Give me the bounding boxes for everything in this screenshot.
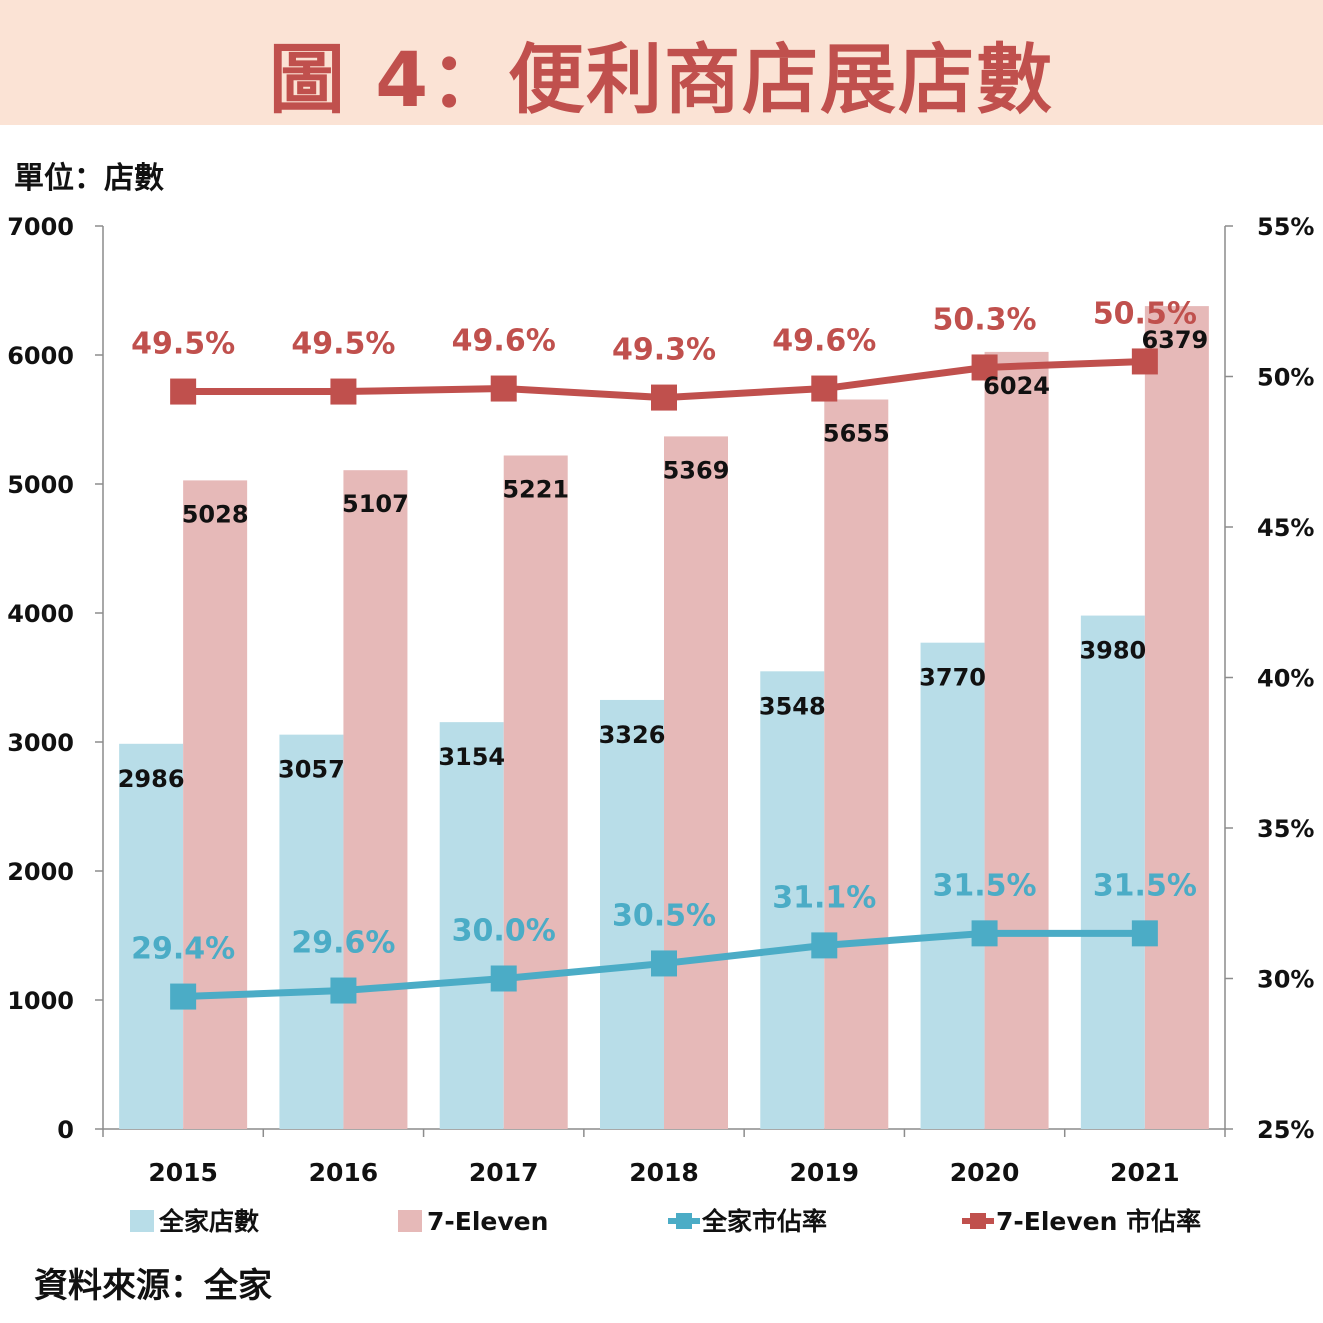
x-tick-label: 2021	[1110, 1158, 1180, 1187]
line-data-label: 50.5%	[1093, 296, 1197, 331]
line-marker	[170, 378, 197, 405]
bar	[183, 480, 248, 1129]
right-tick-label: 30%	[1257, 966, 1314, 994]
right-tick-label: 50%	[1257, 364, 1314, 392]
line-marker	[330, 977, 357, 1004]
line-data-label: 31.1%	[772, 880, 876, 915]
line-data-label: 30.5%	[612, 898, 716, 933]
bar	[664, 436, 728, 1129]
line-marker	[170, 983, 197, 1010]
line-data-label: 50.3%	[933, 302, 1037, 337]
line-marker	[971, 354, 998, 381]
line-data-label: 49.6%	[772, 324, 876, 359]
bar	[984, 351, 1049, 1129]
bar-data-label: 3980	[1079, 637, 1146, 665]
right-tick-label: 35%	[1257, 815, 1314, 843]
x-tick-label: 2018	[629, 1158, 699, 1187]
bar	[920, 642, 985, 1129]
bar-data-label: 6379	[1141, 326, 1208, 354]
data-labels: 2986 3057 3154 3326 3548 3770 3980 5028 5107 5221…	[118, 296, 1209, 966]
bar	[279, 734, 344, 1129]
bar-data-label: 3548	[759, 692, 826, 720]
x-tick-label: 2020	[950, 1158, 1020, 1187]
left-tick-label: 7000	[7, 213, 74, 241]
right-tick-label: 45%	[1257, 514, 1314, 542]
line-data-label: 31.5%	[1093, 868, 1197, 903]
left-tick-label: 4000	[7, 600, 74, 628]
line-marker	[651, 384, 677, 411]
right-tick-label: 40%	[1257, 665, 1314, 693]
line-marker	[1131, 348, 1158, 375]
x-tick-label: 2019	[789, 1158, 859, 1187]
bar-data-label: 3154	[438, 743, 505, 771]
bar	[1080, 615, 1145, 1129]
bar	[1144, 306, 1209, 1129]
x-tick-label: 2017	[469, 1158, 539, 1187]
legend-swatch	[130, 1210, 154, 1232]
bar	[760, 671, 825, 1129]
bar	[824, 399, 889, 1129]
bar	[439, 722, 504, 1129]
line-series	[170, 348, 1158, 1010]
line-marker	[811, 375, 838, 402]
legend-label: 7-Eleven	[427, 1207, 548, 1236]
line-data-label: 30.0%	[452, 914, 556, 949]
bar-series	[119, 306, 1209, 1130]
legend-label: 全家店數	[158, 1207, 259, 1236]
x-tick-label: 2015	[148, 1158, 218, 1187]
bar-data-label: 5369	[663, 456, 730, 484]
x-tick-label: 2016	[309, 1158, 379, 1187]
line-marker	[330, 378, 357, 405]
bar-data-label: 5028	[182, 500, 249, 528]
left-tick-label: 5000	[7, 471, 74, 499]
unit-label: 單位：店數	[14, 161, 164, 196]
right-tick-label: 25%	[1257, 1116, 1314, 1144]
chart-title: 圖 4：便利商店展店數	[268, 35, 1055, 124]
line-data-label: 29.6%	[291, 926, 395, 961]
line-marker	[1131, 920, 1158, 947]
left-tick-label: 3000	[7, 729, 74, 757]
legend-marker	[676, 1213, 692, 1229]
line-data-label: 49.5%	[291, 327, 395, 362]
line-marker	[490, 965, 517, 992]
left-tick-label: 6000	[7, 342, 74, 370]
legend-label: 全家市佔率	[701, 1207, 827, 1236]
line-data-label: 49.3%	[612, 333, 716, 368]
bar-data-label: 3770	[919, 664, 986, 692]
left-tick-label: 2000	[7, 858, 74, 886]
title-banner: 圖 4：便利商店展店數	[0, 0, 1323, 125]
bar-data-label: 5107	[342, 490, 409, 518]
bar	[503, 455, 568, 1130]
legend-swatch	[398, 1210, 422, 1232]
legend: 全家店數 7-Eleven 全家市佔率 7-Eleven 市佔率	[130, 1207, 1201, 1236]
left-tick-label: 0	[57, 1116, 74, 1144]
line-data-label: 29.4%	[131, 932, 235, 967]
bar-data-label: 2986	[118, 765, 185, 793]
bar	[119, 743, 184, 1129]
bar-data-label: 3326	[599, 721, 666, 749]
bar	[343, 470, 408, 1129]
line-data-label: 31.5%	[933, 868, 1037, 903]
line-marker	[971, 920, 998, 947]
bar-data-label: 5655	[823, 420, 890, 448]
line-marker	[490, 375, 517, 402]
right-tick-label: 55%	[1257, 213, 1314, 241]
legend-label: 7-Eleven 市佔率	[996, 1207, 1201, 1236]
line-marker	[651, 950, 677, 977]
bar	[600, 699, 664, 1129]
left-tick-label: 1000	[7, 987, 74, 1015]
bar-data-label: 6024	[983, 372, 1050, 400]
line-data-label: 49.5%	[131, 327, 235, 362]
source-label: 資料來源：全家	[34, 1266, 272, 1306]
line-data-label: 49.6%	[452, 324, 556, 359]
bar-data-label: 5221	[502, 475, 569, 503]
line-marker	[811, 932, 838, 959]
legend-marker	[970, 1213, 986, 1229]
bar-data-label: 3057	[278, 756, 345, 784]
